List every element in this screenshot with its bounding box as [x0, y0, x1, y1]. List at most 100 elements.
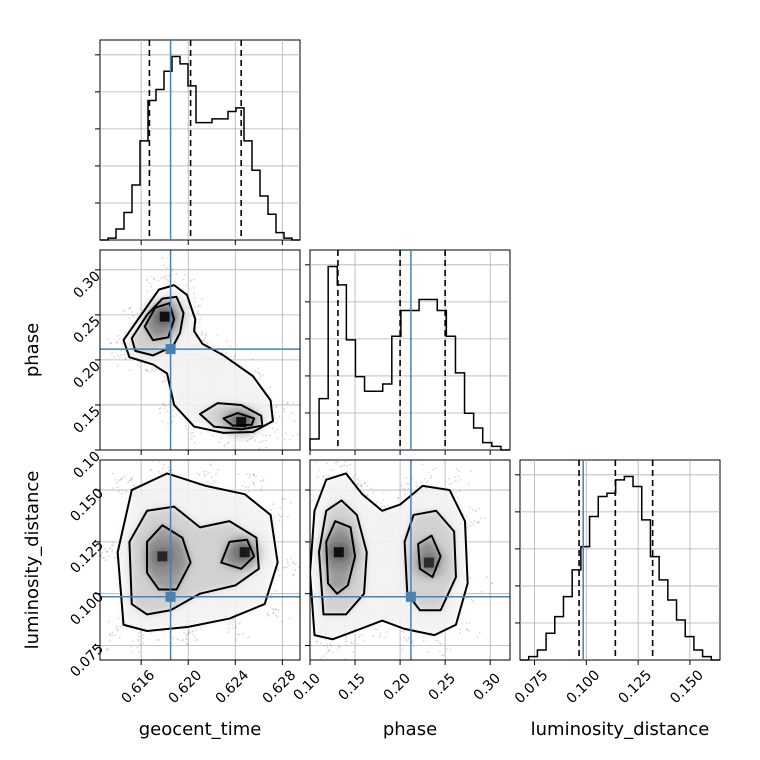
sample-point [193, 297, 196, 300]
sample-point [227, 442, 230, 445]
sample-point [216, 333, 219, 336]
sample-point [203, 339, 205, 342]
sample-point [250, 437, 253, 440]
sample-point [336, 461, 339, 464]
sample-point [277, 608, 280, 611]
sample-point [106, 550, 108, 553]
sample-point [301, 574, 303, 576]
sample-point [121, 492, 123, 495]
sample-point [115, 625, 118, 628]
sample-point [435, 639, 437, 642]
sample-point [172, 409, 175, 412]
sample-point [167, 423, 169, 425]
contour-line-middle [130, 295, 185, 357]
sample-point [163, 380, 166, 383]
sample-point [303, 572, 305, 574]
sample-point [106, 551, 109, 553]
sample-point [117, 354, 119, 357]
sample-point [189, 432, 192, 434]
contour-line-inner [222, 412, 256, 427]
sample-point [275, 614, 277, 617]
sample-point [236, 633, 239, 636]
sample-point [248, 476, 251, 479]
sample-point [360, 483, 363, 486]
sample-point [479, 517, 482, 520]
sample-point [469, 521, 472, 523]
sample-point [223, 445, 226, 448]
sample-point [204, 336, 206, 339]
sample-point [357, 484, 359, 486]
sample-point [142, 634, 144, 636]
sample-point [291, 561, 294, 563]
sample-point [189, 280, 192, 282]
sample-point [220, 437, 223, 440]
sample-point [107, 338, 110, 340]
sample-point [122, 309, 125, 312]
panel-content [100, 456, 300, 660]
sample-point [196, 472, 198, 475]
sample-point [152, 456, 154, 458]
sample-point [467, 629, 470, 632]
sample-point [415, 481, 417, 484]
sample-point [157, 279, 160, 282]
sample-point [146, 278, 149, 281]
sample-point [291, 435, 294, 437]
density-peak [333, 547, 344, 558]
sample-point [273, 516, 276, 519]
sample-point [459, 632, 461, 634]
sample-point [198, 473, 201, 476]
sample-point [288, 564, 291, 567]
sample-point [476, 521, 479, 524]
sample-point [440, 654, 443, 657]
sample-point [472, 600, 474, 603]
sample-point [108, 634, 111, 636]
sample-point [366, 493, 369, 496]
sample-point [171, 422, 173, 424]
sample-point [328, 649, 330, 652]
contour-line-inner [417, 534, 442, 579]
sample-point [252, 473, 255, 476]
sample-point [184, 274, 186, 276]
sample-point [260, 489, 263, 492]
sample-point [189, 632, 192, 634]
sample-point [181, 639, 183, 642]
sample-point [193, 635, 196, 638]
sample-point [200, 333, 203, 336]
sample-point [185, 638, 187, 640]
sample-point [451, 482, 453, 485]
sample-point [274, 417, 276, 420]
sample-point [356, 477, 359, 480]
sample-point [350, 641, 353, 644]
sample-point [104, 559, 107, 562]
sample-point [304, 569, 306, 571]
sample-point [275, 406, 277, 408]
sample-point [326, 462, 329, 465]
sample-point [466, 628, 468, 631]
sample-point [359, 485, 362, 487]
sample-point [128, 317, 131, 319]
sample-point [345, 640, 347, 643]
sample-point [490, 582, 493, 585]
sample-point [254, 439, 257, 442]
sample-point [317, 469, 320, 472]
sample-point [230, 356, 232, 358]
sample-point [282, 566, 285, 569]
sample-point [124, 331, 127, 334]
sample-point [120, 621, 123, 624]
sample-point [259, 376, 262, 379]
sample-point [252, 482, 255, 485]
sample-point [308, 632, 310, 634]
sample-point [474, 510, 477, 513]
panel-frame [99, 39, 301, 241]
sample-point [176, 638, 179, 640]
sample-point [363, 482, 366, 484]
sample-point [322, 476, 325, 479]
sample-point [280, 620, 283, 623]
sample-point [434, 467, 437, 469]
sample-point [361, 485, 363, 488]
sample-point [352, 476, 355, 479]
sample-point [191, 434, 193, 437]
sample-point [470, 470, 473, 472]
sample-point [196, 305, 199, 308]
sample-point [451, 490, 454, 492]
